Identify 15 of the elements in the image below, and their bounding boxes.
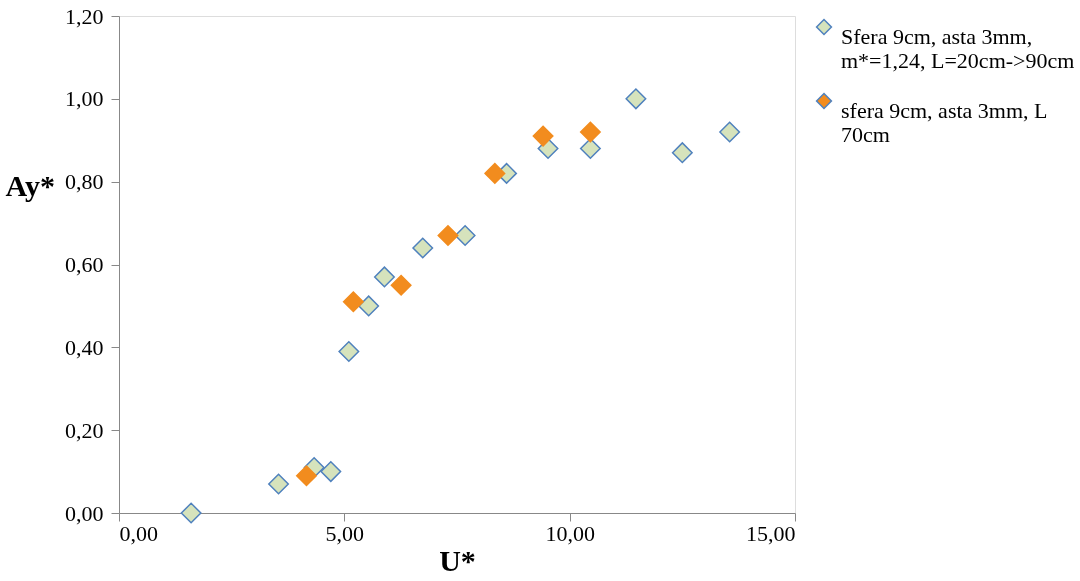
legend-label: sfera 9cm, asta 3mm, L 70cm [841,98,1048,147]
legend-label: Sfera 9cm, asta 3mm, m*=1,24, L=20cm->90cm [841,24,1075,73]
y-tick-label: 0,80 [65,169,104,195]
y-tick-label: 1,20 [65,3,104,29]
y-tick-label: 0,40 [65,334,104,360]
y-tick-label: 0,60 [65,252,104,277]
x-axis-title: U* [439,543,476,577]
y-tick-label: 0,00 [65,500,104,526]
x-tick-label: 0,00 [119,520,158,546]
x-tick-label: 15,00 [746,520,796,546]
y-tick-label: 1,00 [65,86,104,112]
x-tick-label: 5,00 [325,520,365,546]
y-tick-label: 0,20 [65,417,104,443]
y-axis-title: Ay* [5,168,55,202]
x-tick-label: 10,00 [545,520,595,546]
